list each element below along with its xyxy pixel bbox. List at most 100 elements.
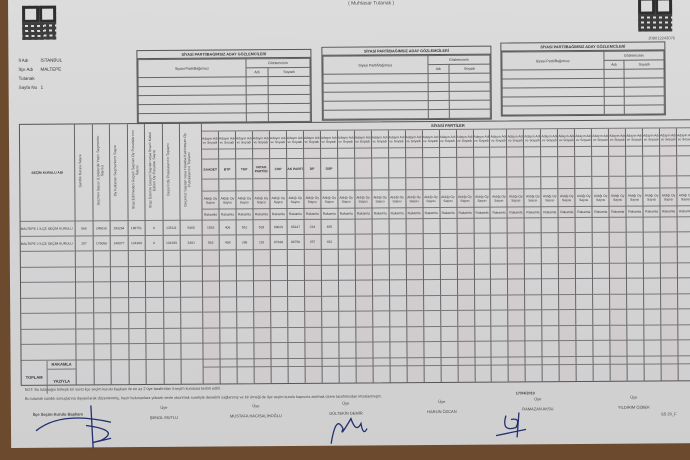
empty-cell bbox=[440, 326, 457, 342]
vote-cell bbox=[372, 234, 389, 250]
empty-cell bbox=[525, 310, 542, 326]
party-name bbox=[541, 157, 558, 178]
empty-cell bbox=[525, 294, 542, 311]
committee-name-column: SEÇİM KURULU ADI MALTEPE 1 İLÇE SEÇİM KUR… bbox=[19, 124, 77, 394]
party-sub bbox=[677, 176, 690, 189]
vote-cell bbox=[338, 234, 355, 250]
vote-cell bbox=[406, 219, 423, 235]
vote-cell: 563 bbox=[202, 235, 219, 251]
party-sub bbox=[507, 177, 524, 190]
empty-cell bbox=[423, 295, 440, 312]
value-cell: 0 bbox=[145, 220, 163, 237]
empty-cell bbox=[287, 296, 305, 313]
empty-cell bbox=[389, 295, 406, 312]
total-digits-cell bbox=[627, 356, 644, 365]
value-cell: 5465 bbox=[180, 220, 202, 236]
empty-cell bbox=[610, 294, 627, 310]
total-digits-cell bbox=[508, 356, 525, 366]
left-column: Itiraz Üzerine Geçerli Sayılan veya İtir… bbox=[144, 123, 165, 385]
vote-label: Aldığı Oy Sayısı bbox=[456, 189, 473, 208]
member-name: ŞENOL MUTLU bbox=[149, 414, 179, 421]
election-result-form: ( Muhtasar Tutanak ) 208012243076 İl Adı… bbox=[8, 0, 690, 449]
empty-cell bbox=[219, 265, 236, 282]
meta-label: İl Adı bbox=[18, 57, 29, 63]
candidate-header: Adayın Adı ve Soyadı bbox=[218, 131, 236, 150]
total-digits-cell bbox=[576, 356, 593, 365]
empty-cell bbox=[93, 344, 111, 360]
candidate-header: Adayın Adı ve Soyadı bbox=[609, 128, 626, 147]
value-cell: 134189 bbox=[163, 235, 180, 251]
digits-label: Rakamla bbox=[609, 206, 626, 218]
left-col-header: Sandık Kurulu Sayısı bbox=[74, 124, 93, 222]
vote-cell bbox=[457, 218, 474, 234]
vote-label: Aldığı Oy Sayısı bbox=[626, 188, 643, 207]
empty-cell bbox=[237, 296, 254, 313]
empty-cell bbox=[559, 263, 576, 280]
empty-cell bbox=[525, 341, 542, 357]
party-name: CHP bbox=[270, 159, 287, 180]
empty-cell bbox=[145, 250, 163, 267]
party-column: Adayın Adı ve Soyadı AK PARTİ Aldığı Oy … bbox=[286, 130, 306, 384]
empty-cell bbox=[21, 313, 76, 330]
chair-signature bbox=[35, 405, 112, 449]
empty-cell bbox=[593, 263, 610, 279]
empty-cell bbox=[593, 247, 610, 264]
vote-cell bbox=[338, 219, 355, 235]
empty-cell bbox=[576, 309, 593, 326]
empty-cell bbox=[203, 312, 220, 329]
party-sub bbox=[575, 146, 592, 158]
total-digits-cell bbox=[322, 358, 339, 367]
party-name bbox=[626, 156, 643, 177]
committee-name-header: SEÇİM KURULU ADI bbox=[19, 124, 75, 222]
observer-box: SİYASİ PARTİ/BAĞIMSIZ ADAY GÖZLEMCİLERİ … bbox=[500, 41, 666, 117]
empty-cell bbox=[21, 344, 76, 361]
member-signature-block: Üye ŞENOL MUTLU bbox=[124, 405, 204, 421]
vote-cell: 85347 bbox=[287, 219, 304, 236]
vote-cell bbox=[559, 233, 576, 249]
empty-cell bbox=[372, 280, 389, 296]
left-column: Oy Kullanan Seçmenlerin Sayısı 193264 1400… bbox=[109, 124, 130, 385]
total-digits-cell bbox=[542, 356, 559, 365]
empty-cell bbox=[661, 324, 678, 341]
empty-cell bbox=[237, 343, 254, 359]
candidate-header: Adayın Adı ve Soyadı bbox=[303, 130, 320, 149]
digits-label: Rakamla bbox=[626, 206, 643, 218]
meta-label: Tutanak Sayfa No bbox=[18, 75, 38, 90]
empty-cell bbox=[20, 267, 76, 283]
candidate-header: Adayın Adı ve Soyadı bbox=[473, 129, 490, 148]
candidate-header: Adayın Adı ve Soyadı bbox=[388, 130, 405, 149]
empty-cell bbox=[146, 343, 164, 360]
candidate-header: Adayın Adı ve Soyadı bbox=[490, 129, 507, 148]
empty-cell bbox=[457, 326, 474, 342]
committee-name: MALTEPE 2 İLÇE SEÇİM KURULU bbox=[20, 236, 75, 252]
party-sub bbox=[202, 149, 219, 160]
note-1: NOT: Bu tutanağın birleşik bir suret ilç… bbox=[24, 386, 222, 392]
empty-cell bbox=[406, 280, 423, 296]
total-digits-cell bbox=[644, 355, 661, 365]
vote-label: Aldığı Oy Sayısı bbox=[304, 190, 321, 209]
empty-cell bbox=[76, 313, 93, 330]
vote-label: Aldığı Oy Sayısı bbox=[287, 190, 304, 210]
empty-cell bbox=[610, 278, 627, 295]
digits-label: Rakamla bbox=[643, 206, 660, 218]
empty-cell bbox=[180, 250, 202, 267]
empty-cell bbox=[559, 310, 576, 326]
party-sub bbox=[388, 178, 405, 191]
candidate-header: Adayın Adı ve Soyadı bbox=[201, 131, 219, 150]
member-signature bbox=[495, 412, 527, 438]
empty-cell bbox=[627, 278, 644, 295]
empty-cell bbox=[203, 343, 220, 360]
empty-cell bbox=[678, 340, 690, 356]
candidate-header: Adayın Adı ve Soyadı bbox=[677, 128, 690, 147]
party-column: Adayın Adı ve Soyadı CHP Aldığı Oy Sayıs… bbox=[269, 131, 289, 384]
digits-label: Rakamla bbox=[202, 209, 219, 221]
vote-cell bbox=[626, 217, 643, 233]
vote-cell bbox=[609, 232, 626, 248]
empty-cell bbox=[338, 311, 356, 328]
party-name bbox=[439, 157, 456, 178]
empty-cell bbox=[305, 311, 322, 328]
empty-cell bbox=[128, 313, 146, 329]
vote-cell bbox=[457, 233, 474, 249]
value-cell: 135111 bbox=[163, 220, 180, 236]
candidate-header: Adayın Adı ve Soyadı bbox=[320, 130, 337, 149]
